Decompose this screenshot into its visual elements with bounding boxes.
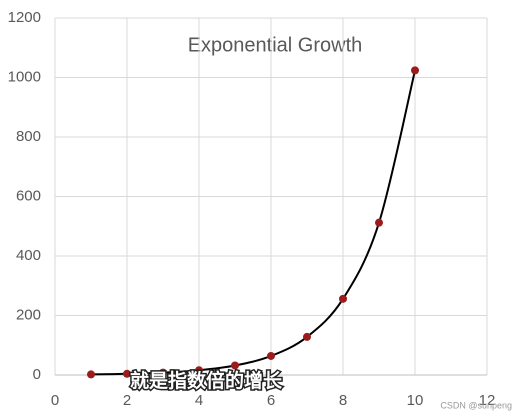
- x-tick-label: 4: [195, 392, 203, 409]
- x-tick-label: 0: [51, 392, 59, 409]
- watermark: CSDN @sunpeng: [440, 400, 512, 410]
- data-point: [195, 366, 203, 375]
- data-point: [411, 66, 419, 75]
- y-tick-label: 1200: [8, 9, 41, 26]
- data-point: [87, 370, 95, 379]
- x-tick-label: 12: [479, 392, 496, 409]
- y-tick-label: 0: [33, 366, 41, 383]
- x-tick-label: 2: [123, 392, 131, 409]
- trend-line: [90, 70, 416, 376]
- y-tick-label: 400: [16, 247, 41, 264]
- y-tick-label: 200: [16, 306, 41, 323]
- caption: 就是指数倍的增长: [130, 369, 283, 392]
- x-tick-label: 6: [267, 392, 275, 409]
- data-point: [267, 351, 275, 360]
- y-tick-label: 800: [16, 128, 41, 145]
- y-tick-label: 600: [16, 187, 41, 204]
- data-point: [375, 218, 383, 227]
- data-point: [123, 369, 131, 378]
- y-tick-label: 1000: [8, 68, 41, 85]
- data-point: [231, 361, 239, 370]
- x-tick-label: 10: [407, 392, 424, 409]
- data-point: [339, 294, 347, 303]
- data-point: [303, 332, 311, 341]
- chart-title: Exponential Growth: [188, 34, 363, 56]
- data-point: [159, 368, 167, 377]
- x-tick-label: 8: [339, 392, 347, 409]
